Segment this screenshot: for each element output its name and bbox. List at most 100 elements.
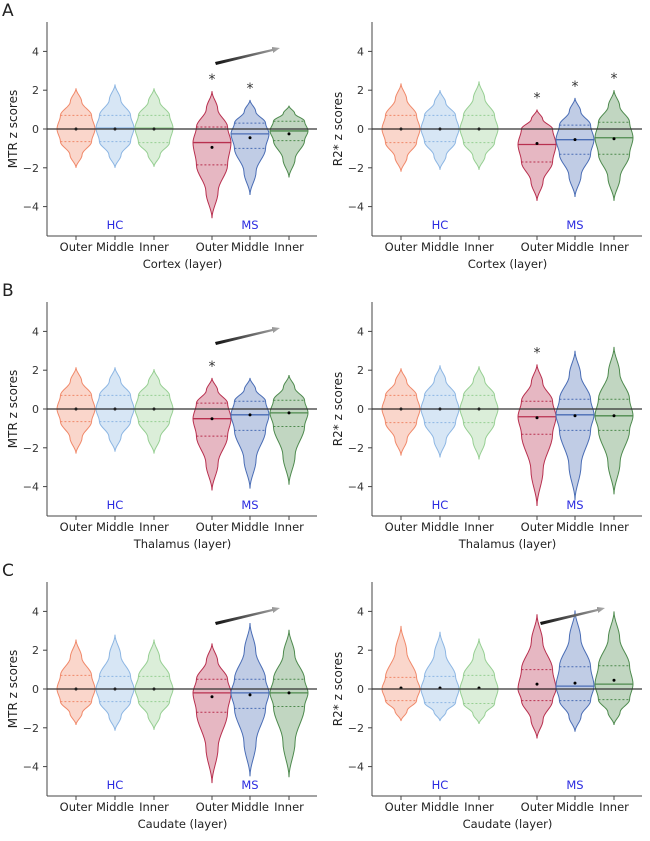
violin <box>192 643 232 784</box>
x-axis-label: Cortex (layer) <box>143 257 222 271</box>
violin-body <box>56 639 96 725</box>
x-tick-label: Inner <box>139 800 169 814</box>
violin-body <box>230 377 270 489</box>
x-tick-label: Inner <box>464 520 494 534</box>
violin-body <box>230 99 270 196</box>
x-tick-label: Middle <box>556 240 594 254</box>
x-tick-label: Middle <box>231 240 269 254</box>
x-axis-label: Thalamus (layer) <box>133 537 232 551</box>
x-tick-label: Outer <box>60 240 93 254</box>
x-tick-label: Middle <box>96 240 134 254</box>
group-label: MS <box>241 218 258 232</box>
y-tick-label: 0 <box>32 403 39 416</box>
x-tick-label: Outer <box>385 240 418 254</box>
violin-chart: −4 −2 0 2 4 R2* z scores Thalamus (layer) Outer… <box>331 302 642 551</box>
chart-panel: −4 −2 0 2 4 R2* z scores Cortex (layer) Outer Mi… <box>325 0 650 277</box>
mean-dot <box>573 681 577 685</box>
group-label: HC <box>107 218 124 232</box>
group-label: HC <box>107 498 124 512</box>
y-tick-label: −2 <box>348 162 364 175</box>
violin <box>420 365 460 458</box>
y-axis-label: R2* z scores <box>331 652 345 726</box>
violin: * <box>555 79 595 197</box>
x-tick-label: Middle <box>231 800 269 814</box>
panel-label: B <box>2 281 14 301</box>
x-tick-label: Outer <box>60 800 93 814</box>
x-tick-label: Middle <box>421 520 459 534</box>
group-label: HC <box>432 498 449 512</box>
mean-dot <box>287 411 291 415</box>
x-tick-label: Outer <box>521 240 554 254</box>
y-tick-label: −4 <box>23 201 39 214</box>
violin: * <box>192 72 232 219</box>
violin-body <box>555 610 595 732</box>
trend-arrow <box>215 607 280 625</box>
trend-arrow <box>215 47 280 65</box>
violin-body <box>459 638 499 725</box>
violin-body <box>555 350 595 501</box>
mean-dot <box>210 695 214 699</box>
chart-panel: C −4 −2 0 2 4 MTR z scores Caudate (layer) Outer… <box>0 560 325 837</box>
panel-label: A <box>2 1 14 21</box>
group-label: HC <box>432 218 449 232</box>
mean-dot <box>573 138 577 142</box>
y-tick-label: −2 <box>23 442 39 455</box>
violin-body <box>192 91 232 219</box>
group-label: MS <box>241 778 258 792</box>
mean-dot <box>535 416 539 420</box>
violin-body <box>594 346 634 495</box>
y-tick-label: 2 <box>32 644 39 657</box>
group-label: MS <box>566 778 583 792</box>
violin-body <box>269 374 309 485</box>
y-tick-label: 2 <box>32 84 39 97</box>
y-tick-label: 0 <box>357 403 364 416</box>
y-tick-label: −4 <box>348 761 364 774</box>
x-tick-label: Middle <box>96 520 134 534</box>
violin-body <box>192 377 232 491</box>
x-tick-label: Inner <box>599 520 629 534</box>
trend-arrow <box>540 607 605 625</box>
trend-arrow <box>215 327 280 345</box>
x-tick-label: Middle <box>556 520 594 534</box>
violin-body <box>381 625 421 722</box>
x-axis-label: Thalamus (layer) <box>458 537 557 551</box>
violin-body <box>594 611 634 725</box>
violin <box>381 83 421 172</box>
violin <box>594 346 634 495</box>
violin <box>459 81 499 170</box>
x-tick-label: Inner <box>464 240 494 254</box>
y-tick-label: 0 <box>357 683 364 696</box>
y-tick-label: 0 <box>32 683 39 696</box>
violin-body <box>555 97 595 197</box>
violin <box>269 105 309 178</box>
y-tick-label: 4 <box>32 45 39 58</box>
x-tick-label: Middle <box>231 520 269 534</box>
panel-label: C <box>2 561 14 581</box>
y-tick-label: 2 <box>32 364 39 377</box>
violin <box>381 625 421 722</box>
mean-dot <box>573 414 577 418</box>
violin <box>269 629 309 778</box>
significance-star: * <box>611 71 618 87</box>
violin <box>95 634 135 731</box>
violin <box>555 350 595 501</box>
violin-body <box>517 109 557 201</box>
mean-dot <box>287 132 291 136</box>
group-label: MS <box>566 498 583 512</box>
y-tick-label: 4 <box>357 45 364 58</box>
mean-dot <box>612 137 616 141</box>
mean-dot <box>248 693 252 697</box>
x-tick-label: Inner <box>274 800 304 814</box>
y-tick-label: −4 <box>23 761 39 774</box>
violin-body <box>192 643 232 784</box>
violin <box>56 88 96 168</box>
violin-body <box>381 368 421 456</box>
x-tick-label: Middle <box>556 800 594 814</box>
x-tick-label: Outer <box>521 520 554 534</box>
violin <box>95 84 135 168</box>
y-tick-label: 0 <box>32 123 39 136</box>
y-axis-label: R2* z scores <box>331 372 345 446</box>
violin <box>230 377 270 489</box>
